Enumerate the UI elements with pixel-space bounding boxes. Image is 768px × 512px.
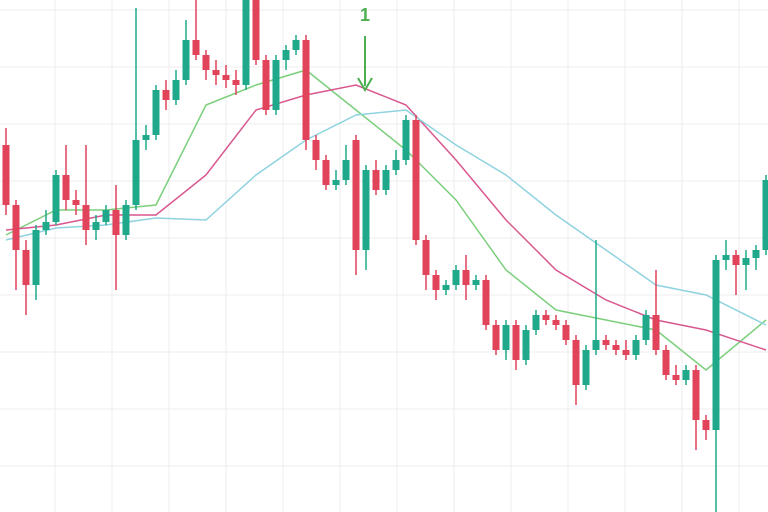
candle-body	[662, 350, 670, 375]
moving-average-line	[5, 69, 767, 371]
candle-body	[232, 80, 240, 85]
candle-body	[52, 175, 60, 222]
candle-body	[272, 60, 280, 110]
candle-body	[762, 180, 768, 250]
candle-body	[372, 170, 380, 190]
candle-body	[702, 420, 710, 430]
candle-body	[302, 40, 310, 140]
candle-body	[382, 170, 390, 190]
candle-body	[22, 250, 30, 285]
candle-body	[182, 40, 190, 80]
moving-averages	[5, 69, 767, 371]
candle-body	[752, 250, 760, 258]
candle-body	[492, 325, 500, 350]
candle-body	[742, 258, 750, 265]
candle-body	[392, 160, 400, 170]
annotation: 1	[357, 5, 373, 92]
candle-body	[362, 170, 370, 250]
candle-body	[292, 40, 300, 50]
candle-body	[152, 90, 160, 135]
candle-body	[432, 275, 440, 290]
candle-body	[222, 75, 230, 80]
candle-body	[592, 340, 600, 350]
candle-body	[212, 70, 220, 75]
candle-body	[102, 210, 110, 222]
candle-body	[552, 320, 560, 325]
candle-body	[472, 280, 480, 285]
candle-body	[672, 375, 680, 380]
candle-body	[732, 255, 740, 265]
candle-body	[92, 222, 100, 230]
candle-body	[12, 205, 20, 250]
candle-body	[612, 345, 620, 350]
candle-body	[62, 175, 70, 200]
candle-body	[652, 315, 660, 350]
candle-body	[262, 60, 270, 110]
candle-body	[112, 210, 120, 235]
candle-body	[582, 350, 590, 385]
candle-body	[72, 200, 80, 205]
candle-body	[202, 55, 210, 70]
annotation-label: 1	[360, 5, 370, 25]
candle-body	[162, 90, 170, 100]
candle-body	[42, 222, 50, 230]
candle-body	[602, 340, 610, 345]
candle-body	[682, 370, 690, 380]
candle-body	[482, 280, 490, 325]
candle-body	[192, 40, 200, 55]
candle-body	[282, 50, 290, 60]
candle-body	[562, 325, 570, 340]
candle-body	[532, 315, 540, 330]
candle-body	[502, 325, 510, 350]
candle-body	[622, 350, 630, 355]
candle-body	[572, 340, 580, 385]
candle-body	[452, 270, 460, 285]
candle-body	[722, 255, 730, 260]
candle-body	[122, 205, 130, 235]
candle-body	[412, 120, 420, 240]
candle-body	[172, 80, 180, 100]
candle-body	[332, 180, 340, 185]
candle-body	[312, 140, 320, 160]
candle-body	[132, 140, 140, 205]
candle-body	[82, 205, 90, 230]
moving-average-line	[5, 109, 767, 326]
candle-body	[712, 260, 720, 430]
candle-body	[352, 140, 360, 250]
candle-body	[322, 160, 330, 185]
annotation-arrowhead	[357, 77, 373, 92]
moving-average-line	[5, 84, 767, 351]
candle-body	[32, 230, 40, 285]
candle-body	[402, 120, 410, 160]
candle-body	[632, 340, 640, 355]
candle-body	[242, 0, 250, 85]
candle-body	[642, 315, 650, 340]
candle-body	[512, 325, 520, 360]
candle-body	[252, 0, 260, 60]
candle-body	[2, 145, 10, 205]
candle-body	[342, 160, 350, 180]
candle-body	[442, 285, 450, 290]
candle-body	[522, 330, 530, 360]
candle-body	[692, 370, 700, 420]
candle-body	[542, 315, 550, 320]
candle-body	[462, 270, 470, 285]
candle-body	[422, 240, 430, 275]
candle-body	[142, 135, 150, 140]
